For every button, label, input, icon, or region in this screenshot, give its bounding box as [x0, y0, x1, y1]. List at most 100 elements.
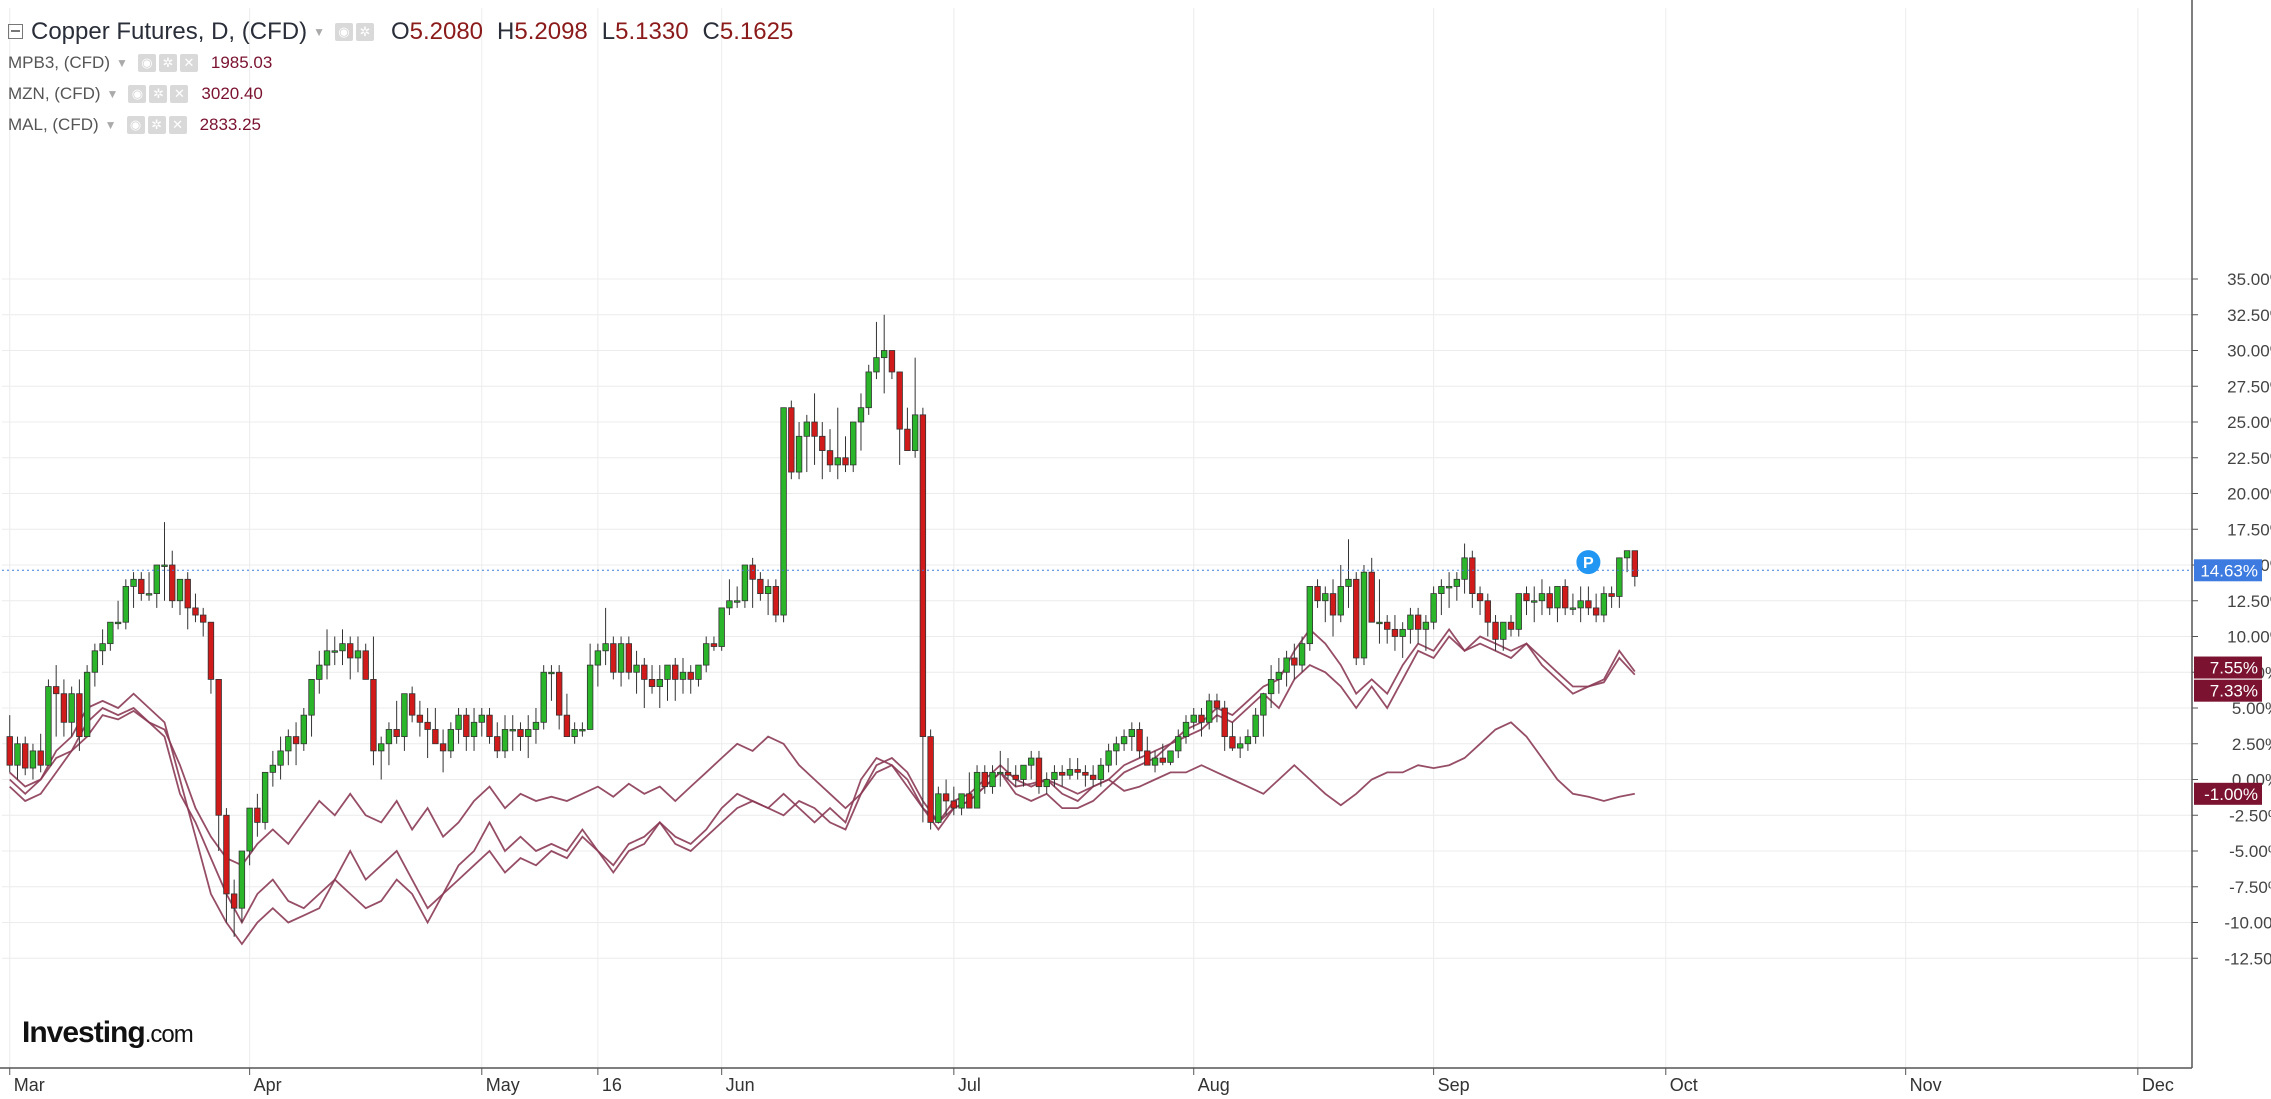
collapse-icon[interactable]: [8, 24, 23, 39]
x-tick-label: Dec: [2142, 1075, 2174, 1095]
candle-body: [819, 436, 825, 450]
chart-legend: Copper Futures, D, (CFD) ▼ ◉ ✲ O 5.2080 H…: [8, 16, 793, 140]
candle-body: [139, 579, 145, 593]
candle-body: [928, 737, 934, 823]
candle-body: [688, 672, 694, 679]
sub-series-legend-mal[interactable]: MAL, (CFD) ▼ ◉ ✲ ✕ 2833.25: [8, 109, 793, 140]
candle-body: [920, 415, 926, 737]
x-tick-label: Mar: [14, 1075, 45, 1095]
candle-body: [672, 665, 678, 679]
candle-body: [301, 715, 307, 744]
dropdown-caret-icon[interactable]: ▼: [107, 87, 119, 101]
candle-body: [1601, 594, 1607, 615]
dropdown-caret-icon[interactable]: ▼: [105, 118, 117, 132]
logo-brand: Investing: [22, 1016, 145, 1049]
y-tick-label: 5.00%: [2232, 699, 2271, 718]
candle-body: [812, 422, 818, 436]
candle-body: [1423, 622, 1429, 629]
settings-icon[interactable]: ✲: [356, 23, 374, 41]
pin-marker-icon[interactable]: P: [1576, 550, 1600, 574]
eye-icon[interactable]: ◉: [335, 23, 353, 41]
close-icon[interactable]: ✕: [170, 85, 188, 103]
low-label: L: [602, 18, 615, 46]
candle-body: [425, 722, 431, 729]
candle-body: [1353, 579, 1359, 658]
candle: [1361, 565, 1367, 665]
candle-body: [974, 772, 980, 808]
dropdown-caret-icon[interactable]: ▼: [313, 25, 325, 39]
candle-body: [131, 579, 137, 586]
candle-body: [38, 751, 44, 765]
candle-body: [22, 744, 28, 768]
candle-body: [355, 651, 361, 658]
close-icon[interactable]: ✕: [180, 54, 198, 72]
sub-series-legend-mzn[interactable]: MZN, (CFD) ▼ ◉ ✲ ✕ 3020.40: [8, 78, 793, 109]
candle-body: [943, 794, 949, 801]
candle-body: [1500, 622, 1506, 639]
candle-body: [789, 408, 795, 472]
candle-body: [1214, 701, 1220, 708]
candle-body: [1160, 758, 1166, 762]
candle-body: [108, 622, 114, 643]
candle-body: [572, 729, 578, 736]
candle-body: [1044, 780, 1050, 787]
candle-body: [1005, 772, 1011, 775]
dropdown-caret-icon[interactable]: ▼: [116, 56, 128, 70]
candle-body: [1477, 594, 1483, 601]
sub-series-value: 1985.03: [211, 53, 272, 73]
settings-icon[interactable]: ✲: [148, 116, 166, 134]
candle-body: [866, 372, 872, 408]
candle: [46, 679, 52, 765]
candle-body: [642, 665, 648, 679]
badge-label: 7.33%: [2210, 682, 2258, 701]
sub-series-legend-mpb3[interactable]: MPB3, (CFD) ▼ ◉ ✲ ✕ 1985.03: [8, 47, 793, 78]
candle-body: [1446, 586, 1452, 588]
settings-icon[interactable]: ✲: [149, 85, 167, 103]
candle-body: [440, 744, 446, 751]
settings-icon[interactable]: ✲: [159, 54, 177, 72]
candle-body: [1400, 629, 1406, 636]
x-tick-label: May: [486, 1075, 520, 1095]
candle-body: [1323, 594, 1329, 601]
candle: [84, 665, 90, 737]
y-tick-label: -12.50%: [2224, 949, 2271, 968]
candle-body: [340, 644, 346, 651]
candle-body: [417, 715, 423, 722]
candle-body: [1083, 772, 1089, 775]
y-tick-label: 10.00%: [2227, 628, 2271, 647]
candle-body: [727, 601, 733, 608]
candle-body: [1408, 615, 1414, 629]
candle: [541, 665, 547, 729]
eye-icon[interactable]: ◉: [138, 54, 156, 72]
candle-body: [456, 715, 462, 729]
value-badge: 14.63%: [2194, 559, 2262, 581]
candle: [781, 408, 787, 623]
candle-body: [1454, 579, 1460, 586]
candle-body: [982, 772, 988, 786]
candle-body: [332, 651, 338, 653]
candle-body: [1384, 622, 1390, 629]
candle-body: [1617, 558, 1623, 597]
y-tick-label: 30.00%: [2227, 342, 2271, 361]
sub-series-value: 2833.25: [200, 115, 261, 135]
x-tick-label: Oct: [1670, 1075, 1698, 1095]
candle-body: [564, 715, 570, 736]
main-series-legend[interactable]: Copper Futures, D, (CFD) ▼ ◉ ✲ O 5.2080 H…: [8, 16, 793, 47]
candle-body: [719, 608, 725, 647]
candle-body: [1222, 708, 1228, 737]
eye-icon[interactable]: ◉: [127, 116, 145, 134]
candle-body: [448, 729, 454, 750]
close-icon[interactable]: ✕: [169, 116, 187, 134]
main-series-name: Copper Futures, D, (CFD): [31, 18, 307, 46]
candle-body: [100, 644, 106, 651]
value-badge: 7.55%: [2194, 657, 2262, 679]
candle-body: [1361, 572, 1367, 658]
open-value: 5.2080: [410, 18, 483, 46]
candle-body: [224, 815, 230, 894]
eye-icon[interactable]: ◉: [128, 85, 146, 103]
y-tick-label: 22.50%: [2227, 449, 2271, 468]
value-badge: 7.33%: [2194, 680, 2262, 702]
candle-body: [1145, 751, 1151, 765]
y-tick-label: 12.50%: [2227, 592, 2271, 611]
